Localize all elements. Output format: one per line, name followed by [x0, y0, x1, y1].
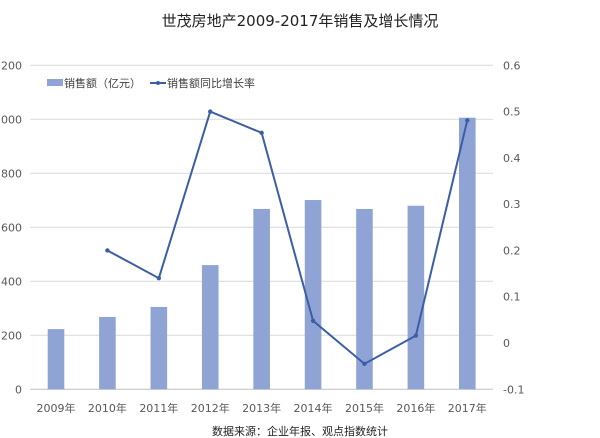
- y-left-tick-label: 1200: [0, 59, 22, 72]
- y-right-tick-label: 0.1: [503, 291, 521, 304]
- line-marker: [413, 333, 419, 338]
- line-marker: [465, 118, 470, 123]
- y-left-tick-label: 0: [15, 383, 22, 396]
- bar: [47, 329, 65, 390]
- line-marker: [259, 130, 264, 136]
- x-tick-label: 2011年: [139, 401, 178, 415]
- x-tick-label: 2010年: [88, 401, 127, 415]
- legend-label-line: 销售额同比增长率: [167, 76, 255, 90]
- x-tick-label: 2014年: [294, 401, 333, 415]
- y-left-tick-label: 200: [1, 329, 22, 342]
- x-tick-label: 2017年: [448, 401, 487, 415]
- y-right-tick-label: 0.6: [503, 59, 521, 72]
- chart-title: 世茂房地产2009-2017年销售及增长情况: [161, 12, 439, 30]
- y-left-tick-label: 800: [1, 167, 22, 180]
- y-right-tick-label: 0.4: [503, 152, 521, 165]
- line-marker: [310, 318, 316, 323]
- x-tick-label: 2013年: [242, 401, 281, 415]
- y-right-tick-label: 0.5: [503, 106, 521, 119]
- y-right-tick-label: 0.2: [503, 244, 521, 257]
- x-tick-label: 2012年: [191, 401, 230, 415]
- source-note: 数据来源：企业年报、观点指数统计: [212, 425, 388, 438]
- line-marker: [362, 361, 367, 367]
- bar: [304, 200, 322, 390]
- legend-swatch-bar: [47, 79, 63, 86]
- growth-line: [106, 110, 469, 366]
- bar: [201, 265, 219, 390]
- line-marker: [156, 276, 162, 281]
- y-left-tick-label: 600: [1, 221, 22, 234]
- x-tick-label: 2009年: [37, 401, 76, 415]
- bar: [99, 316, 116, 390]
- y-right-tick-label: 0.3: [503, 198, 521, 211]
- y-right-tick-label: 0: [503, 337, 510, 350]
- x-tick-label: 2015年: [345, 401, 384, 415]
- y-left-tick-label: 1000: [0, 113, 22, 126]
- line-marker: [208, 109, 213, 114]
- legend-marker: [156, 81, 160, 85]
- bar: [458, 117, 476, 390]
- bar: [150, 306, 168, 390]
- y-left-tick-label: 400: [1, 275, 22, 288]
- bar: [356, 208, 373, 390]
- line-marker: [105, 248, 110, 253]
- legend-label-bar: 销售额（亿元）: [64, 76, 141, 90]
- y-right-tick-label: -0.1: [503, 383, 524, 396]
- bar: [407, 205, 425, 390]
- bar: [253, 208, 270, 390]
- x-tick-label: 2016年: [396, 401, 435, 415]
